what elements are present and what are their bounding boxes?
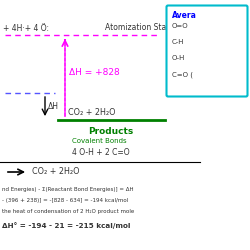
FancyBboxPatch shape <box>166 6 248 96</box>
Text: Covalent Bonds: Covalent Bonds <box>72 138 127 144</box>
Text: Atomization State: Atomization State <box>105 23 174 32</box>
Text: C=O (: C=O ( <box>172 71 193 78</box>
Text: ΔH: ΔH <box>48 102 59 111</box>
Text: C-H: C-H <box>172 39 184 45</box>
Text: 4 O-H + 2 C=O: 4 O-H + 2 C=O <box>72 148 130 157</box>
Text: Avera: Avera <box>172 11 197 20</box>
Text: CO₂ + 2H₂O: CO₂ + 2H₂O <box>68 108 116 117</box>
Text: nd Energies) - Σ(Reactant Bond Energies)] = ΔH: nd Energies) - Σ(Reactant Bond Energies)… <box>2 187 134 192</box>
Text: + 4H·+ 4 Ö:: + 4H·+ 4 Ö: <box>3 24 49 33</box>
Text: CO₂ + 2H₂O: CO₂ + 2H₂O <box>32 168 80 176</box>
Text: - (396 + 238)] = -[828 - 634] = -194 kcal/mol: - (396 + 238)] = -[828 - 634] = -194 kca… <box>2 198 128 203</box>
Text: the heat of condensation of 2 H₂O product mole: the heat of condensation of 2 H₂O produc… <box>2 209 134 214</box>
Text: O=O: O=O <box>172 23 189 29</box>
Text: ΔH = +828: ΔH = +828 <box>69 68 120 77</box>
Text: ΔH° = -194 - 21 = -215 kcal/mol: ΔH° = -194 - 21 = -215 kcal/mol <box>2 222 130 229</box>
Text: O-H: O-H <box>172 55 186 61</box>
Text: Products: Products <box>88 127 133 136</box>
